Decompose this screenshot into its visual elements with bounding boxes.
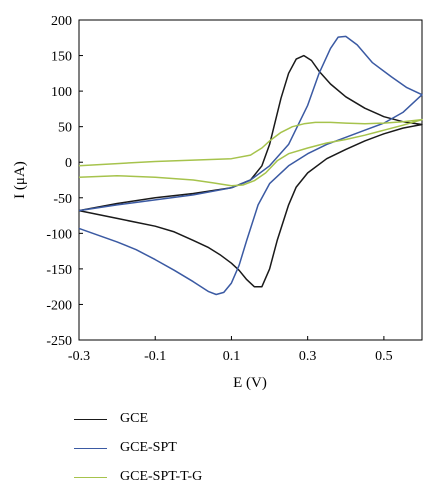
legend-item-gce: GCE (74, 405, 202, 433)
x-tick-label: 0.1 (223, 349, 241, 364)
legend-item-gce-spt: GCE-SPT (74, 434, 202, 462)
x-tick-label: -0.3 (68, 349, 90, 364)
legend-label: GCE-SPT (120, 440, 177, 455)
x-tick-label: 0.5 (375, 349, 393, 364)
y-tick-label: 200 (51, 14, 72, 29)
y-axis-title: I (μA) (12, 161, 28, 199)
x-tick-label: -0.1 (144, 349, 166, 364)
chart-legend: GCE GCE-SPT GCE-SPT-T-G (74, 405, 202, 492)
legend-label: GCE (120, 411, 148, 426)
legend-swatch (74, 447, 107, 449)
series-line-gce-spt-t-g (78, 118, 423, 187)
x-axis-ticks: -0.3 -0.1 0.1 0.3 0.5 (68, 336, 393, 364)
series-layer (78, 35, 423, 296)
legend-swatch (74, 476, 107, 478)
y-tick-label: 100 (51, 85, 72, 100)
x-tick-label: 0.3 (299, 349, 317, 364)
y-tick-label: 0 (65, 156, 72, 171)
legend-label: GCE-SPT-T-G (120, 469, 203, 484)
y-axis-ticks: -250 -200 -150 -100 -50 0 50 100 150 200 (46, 14, 83, 349)
series-line-gce-spt (78, 35, 423, 296)
y-tick-label: -150 (46, 263, 72, 278)
legend-item-gce-spt-t-g: GCE-SPT-T-G (74, 463, 202, 491)
y-tick-label: -100 (46, 227, 72, 242)
y-tick-label: -250 (46, 334, 72, 349)
y-tick-label: 50 (58, 121, 72, 136)
x-axis-title: E (V) (233, 375, 267, 391)
plot-frame (78, 19, 423, 341)
series-line-gce (78, 54, 423, 288)
y-tick-label: -50 (53, 192, 72, 207)
y-tick-label: 150 (51, 50, 72, 65)
y-tick-label: -200 (46, 298, 72, 313)
legend-swatch (74, 418, 107, 420)
